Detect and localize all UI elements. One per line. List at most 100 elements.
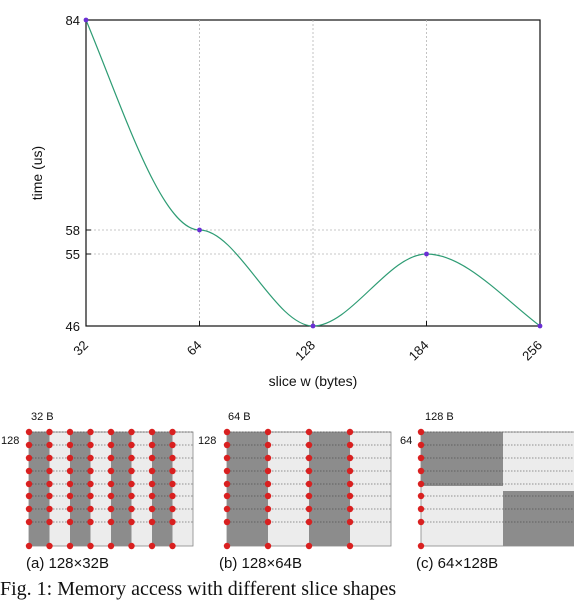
access-point	[128, 505, 135, 513]
access-point	[148, 492, 156, 500]
access-point	[25, 454, 33, 462]
access-point	[223, 454, 231, 462]
access-point	[107, 542, 115, 550]
y-axis: 46 55 58 84	[66, 13, 91, 334]
access-point	[346, 428, 354, 436]
access-point	[417, 518, 425, 526]
access-point	[66, 518, 74, 526]
access-point	[107, 441, 115, 449]
access-point	[46, 518, 53, 526]
access-point	[169, 441, 176, 449]
access-point	[264, 467, 272, 475]
slice-block	[421, 432, 503, 486]
access-point	[305, 505, 313, 513]
y-tick-label: 58	[66, 223, 80, 238]
access-point	[305, 441, 313, 449]
y-tick-label: 46	[66, 319, 80, 334]
access-point	[46, 428, 53, 436]
access-point	[107, 467, 115, 475]
access-point	[264, 542, 272, 550]
series-line	[85, 19, 541, 327]
access-point	[148, 467, 156, 475]
slice-block	[152, 432, 173, 546]
access-point	[46, 505, 53, 513]
access-point	[417, 441, 425, 449]
access-point	[148, 518, 156, 526]
access-point	[169, 505, 176, 513]
access-point	[46, 480, 53, 488]
y-axis-label: time (us)	[29, 146, 45, 200]
access-point	[346, 518, 354, 526]
width-label: 128 B	[425, 411, 454, 423]
access-point	[87, 518, 94, 526]
access-point	[169, 518, 176, 526]
access-point	[148, 454, 156, 462]
panel-64x128: 128 B 64 (c) 64×128B	[400, 411, 574, 572]
x-tick-label: 128	[292, 338, 318, 364]
access-point	[66, 492, 74, 500]
data-point	[197, 227, 202, 233]
height-label: 128	[198, 435, 216, 447]
access-point	[148, 441, 156, 449]
access-point	[46, 467, 53, 475]
access-point	[264, 454, 272, 462]
slice-diagrams: 32 B 128 (a) 128×32B 64 B 128 (b) 128×64…	[1, 411, 574, 572]
access-point	[417, 492, 425, 500]
data-point	[83, 17, 89, 23]
access-point	[87, 505, 94, 513]
access-point	[128, 492, 135, 500]
access-point	[169, 542, 176, 550]
x-axis-label: slice w (bytes)	[269, 373, 358, 389]
access-point	[25, 480, 33, 488]
access-point	[417, 480, 425, 488]
access-point	[417, 454, 425, 462]
access-point	[87, 467, 94, 475]
access-point	[169, 467, 176, 475]
access-point	[107, 454, 115, 462]
access-point	[417, 542, 425, 550]
line-chart: 32 64 128 184 256 46 55 58 84 slice w (bytes) t…	[29, 13, 545, 389]
access-point	[128, 467, 135, 475]
panel-caption: (c) 64×128B	[416, 555, 498, 572]
access-point	[223, 492, 231, 500]
access-point	[223, 542, 231, 550]
access-point	[128, 518, 135, 526]
access-point	[87, 542, 94, 550]
access-point	[346, 505, 354, 513]
access-point	[264, 480, 272, 488]
panel-caption: (b) 128×64B	[219, 555, 302, 572]
access-point	[148, 542, 156, 550]
access-point	[107, 505, 115, 513]
access-point	[264, 505, 272, 513]
access-point	[223, 480, 231, 488]
access-point	[264, 428, 272, 436]
x-tick-label: 184	[406, 338, 432, 364]
slice-block	[29, 432, 50, 546]
access-point	[417, 467, 425, 475]
access-point	[417, 505, 425, 513]
access-point	[66, 480, 74, 488]
access-point	[417, 428, 425, 436]
access-point	[46, 542, 53, 550]
access-point	[87, 480, 94, 488]
access-point	[223, 428, 231, 436]
grid-lines	[86, 20, 540, 326]
access-point	[66, 441, 74, 449]
slice-block	[309, 432, 350, 546]
access-point	[128, 454, 135, 462]
access-point	[305, 454, 313, 462]
access-point	[346, 480, 354, 488]
height-label: 128	[1, 435, 19, 447]
access-point	[87, 441, 94, 449]
access-point	[46, 492, 53, 500]
panel-128x32: 32 B 128 (a) 128×32B	[1, 411, 194, 572]
access-point	[25, 505, 33, 513]
access-point	[66, 428, 74, 436]
access-point	[46, 441, 53, 449]
access-point	[169, 480, 176, 488]
access-point	[46, 454, 53, 462]
access-point	[87, 454, 94, 462]
access-point	[128, 441, 135, 449]
x-tick-label: 256	[519, 338, 545, 364]
access-point	[128, 480, 135, 488]
